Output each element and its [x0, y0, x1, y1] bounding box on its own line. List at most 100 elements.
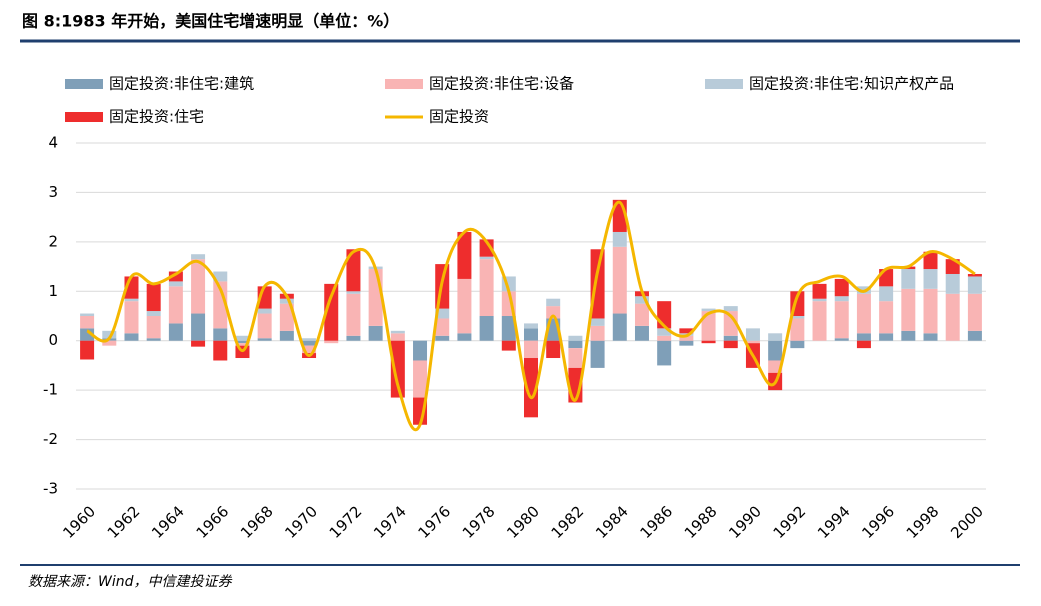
bar-segment	[634, 325, 649, 341]
bar-segment	[191, 259, 206, 314]
bar-segment	[901, 288, 916, 331]
bar-segment	[146, 283, 161, 312]
bar-segment	[745, 340, 760, 344]
legend-swatch	[65, 112, 103, 122]
bar-segment	[945, 273, 960, 294]
bar-segment	[191, 340, 206, 347]
bar-segment	[879, 301, 894, 334]
bar-segment	[346, 293, 361, 336]
bar-segment	[723, 340, 738, 349]
bar-segment	[546, 306, 561, 319]
legend-label: 固定投资:住宅	[109, 108, 204, 126]
bar-segment	[768, 340, 783, 361]
bar-segment	[479, 259, 494, 316]
bar-segment	[634, 303, 649, 326]
bar-segment	[812, 301, 827, 341]
bar-segment	[834, 296, 849, 302]
x-tick-label: 1984	[592, 502, 632, 542]
bar-segment	[191, 313, 206, 341]
chart-title: 图 8:1983 年开始，美国住宅增速明显（单位：%）	[22, 12, 399, 31]
x-tick-label: 1974	[370, 502, 410, 542]
bar-segment	[213, 340, 228, 361]
x-tick-label: 1964	[148, 502, 188, 542]
source-note: 数据来源：Wind，中信建投证券	[28, 574, 232, 590]
bar-segment	[790, 318, 805, 341]
y-tick-label: -3	[43, 480, 58, 498]
bar-segment	[302, 338, 317, 341]
bar-segment	[368, 325, 383, 341]
bar-segment	[546, 298, 561, 307]
bar-segment	[834, 301, 849, 339]
bar-segment	[701, 311, 716, 341]
bar-segment	[879, 286, 894, 302]
bar-segment	[168, 271, 183, 282]
bar-segment	[901, 269, 916, 289]
line-series	[86, 200, 976, 432]
bar-segment	[457, 231, 472, 279]
bar-segment	[524, 340, 538, 359]
bar-segment	[590, 340, 605, 368]
bar-segment	[723, 306, 738, 312]
bar-segment	[235, 340, 250, 344]
bar-segment	[967, 273, 982, 277]
bar-segment	[834, 338, 849, 341]
bar-segment	[701, 308, 716, 312]
bar-segment	[324, 283, 339, 341]
bar-segment	[967, 293, 982, 331]
bar-segment	[879, 333, 894, 341]
bar-segment	[235, 343, 250, 346]
bar-segment	[812, 298, 827, 302]
x-tick-label: 1962	[104, 502, 144, 542]
y-tick-label: -2	[43, 430, 58, 448]
bar-segment	[590, 318, 605, 326]
bar-segment	[901, 330, 916, 341]
x-tick-label: 1970	[281, 502, 321, 542]
bar-segment	[524, 328, 538, 341]
bar-segment	[612, 313, 627, 341]
bar-segment	[302, 340, 317, 346]
bar-segment	[457, 278, 472, 334]
bar-segment	[168, 323, 183, 341]
y-tick-label: 3	[48, 183, 58, 201]
bar-segment	[235, 335, 250, 341]
legend-swatch	[385, 79, 423, 89]
x-tick-label: 1990	[725, 502, 765, 542]
bar-segment	[524, 358, 538, 418]
bar-segment	[213, 271, 228, 282]
bar-segment	[501, 340, 516, 351]
bar-segment	[279, 303, 294, 331]
bar-segment	[812, 283, 827, 299]
bar-segment	[479, 239, 494, 257]
bar-segment	[612, 246, 627, 314]
bar-segment	[945, 293, 960, 341]
bar-segment	[657, 328, 672, 336]
bar-segment	[279, 298, 294, 304]
bar-segment	[346, 291, 361, 294]
bar-segment	[679, 335, 694, 341]
bar-segment	[923, 333, 938, 341]
bar-segment	[390, 330, 405, 334]
bar-segment	[546, 340, 561, 359]
bar-segment	[435, 308, 450, 319]
bar-segment	[856, 293, 871, 334]
bar-segment	[856, 340, 871, 349]
bar-segment	[324, 340, 339, 344]
bar-segment	[923, 251, 938, 270]
bar-segment	[102, 330, 117, 339]
bar-segment	[213, 328, 228, 341]
x-tick-label: 1960	[59, 502, 99, 542]
x-tick-label: 1966	[193, 502, 233, 542]
bar-segment	[657, 335, 672, 341]
bar-segment	[390, 333, 405, 341]
bar-segment	[257, 308, 272, 314]
bar-segment	[346, 335, 361, 341]
bar-segment	[568, 335, 583, 341]
bar-segment	[768, 333, 783, 341]
bar-segment	[923, 288, 938, 334]
bar-segment	[390, 340, 405, 398]
x-tick-label: 1988	[681, 502, 721, 542]
bar-segment	[435, 335, 450, 341]
bar-segment	[479, 316, 494, 341]
x-tick-label: 1972	[326, 502, 366, 542]
